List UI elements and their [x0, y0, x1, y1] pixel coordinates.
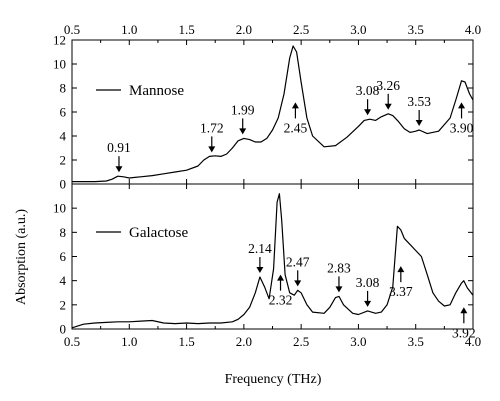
x-tick-label-top: 1.5 [178, 22, 194, 37]
y-tick-label: 0 [60, 322, 67, 337]
x-tick-label-bottom: 1.0 [121, 334, 137, 349]
annotation-arrowhead [415, 120, 423, 126]
annotation-label: 1.99 [231, 102, 255, 117]
annotation-arrowhead [335, 286, 343, 293]
annotation-arrowhead [256, 267, 264, 274]
annotation-label: 3.37 [389, 284, 413, 299]
annotation-arrowhead [277, 274, 285, 281]
legend-label: Mannose [129, 83, 184, 99]
y-tick-label: 4 [60, 273, 67, 288]
y-tick-label: 10 [53, 201, 66, 216]
x-tick-label-bottom: 2.5 [293, 334, 309, 349]
annotation-label: 2.45 [284, 120, 308, 135]
annotation-arrowhead [384, 103, 392, 110]
y-tick-label: 6 [60, 249, 67, 264]
annotation-label: 3.92 [452, 325, 476, 340]
y-tick-label: 2 [60, 153, 67, 168]
x-tick-label-bottom: 3.5 [408, 334, 424, 349]
annotation-arrowhead [460, 307, 468, 314]
annotation-arrowhead [291, 102, 299, 109]
annotation-arrowhead [239, 128, 247, 135]
annotation-arrowhead [364, 300, 372, 307]
y-axis-label: Absorption (a.u.) [14, 209, 29, 305]
legend-layer: Mannose Galactose [96, 83, 188, 241]
tick-layer: 0.50.51.01.01.51.52.02.02.52.53.03.03.53… [53, 22, 481, 349]
annotation-label: 3.53 [407, 94, 431, 109]
annotation-label: 3.08 [356, 83, 380, 98]
annotation-arrowhead [364, 109, 372, 116]
x-tick-label-top: 3.0 [350, 22, 366, 37]
series-line-galactose [71, 193, 474, 329]
y-tick-label: 8 [60, 225, 67, 240]
x-axis-label: Frequency (THz) [225, 372, 322, 387]
y-tick-label: 4 [60, 129, 67, 144]
y-tick-label: 6 [60, 105, 67, 120]
annotation-label: 2.83 [327, 260, 351, 275]
x-tick-label-bottom: 2.0 [236, 334, 252, 349]
annotation-label: 2.47 [286, 254, 310, 269]
x-tick-label-bottom: 0.5 [64, 334, 80, 349]
annotation-label: 3.08 [356, 275, 380, 290]
x-tick-label-top: 4.0 [465, 22, 481, 37]
x-tick-label-top: 1.0 [121, 22, 137, 37]
x-tick-label-top: 0.5 [64, 22, 80, 37]
annotation-label: 2.32 [269, 293, 293, 308]
x-tick-label-bottom: 1.5 [178, 334, 194, 349]
annotation-label: 3.90 [450, 120, 474, 135]
x-tick-label-top: 2.0 [236, 22, 252, 37]
y-tick-label: 8 [60, 81, 67, 96]
annotation-arrowhead [397, 266, 405, 273]
x-tick-label-top: 3.5 [408, 22, 424, 37]
annotation-arrowhead [208, 146, 216, 153]
y-tick-label: 2 [60, 297, 67, 312]
series-line-mannose [72, 45, 474, 183]
annotation-layer: 0.911.721.992.453.083.263.533.902.142.32… [107, 78, 475, 340]
y-tick-label: 12 [53, 33, 66, 48]
annotation-arrowhead [115, 166, 123, 173]
y-tick-label: 10 [53, 57, 66, 72]
x-tick-label-top: 2.5 [293, 22, 309, 37]
y-tick-label: 0 [60, 177, 67, 192]
annotation-label: 2.14 [248, 241, 272, 256]
annotation-arrowhead [458, 102, 466, 109]
x-tick-label-bottom: 4.0 [465, 334, 481, 349]
legend-label: Galactose [129, 225, 188, 241]
annotation-arrowhead [294, 280, 302, 287]
annotation-label: 0.91 [107, 140, 131, 155]
series-layer [71, 45, 474, 329]
annotation-label: 3.26 [376, 78, 400, 93]
annotation-label: 1.72 [200, 120, 224, 135]
x-tick-label-bottom: 3.0 [350, 334, 366, 349]
